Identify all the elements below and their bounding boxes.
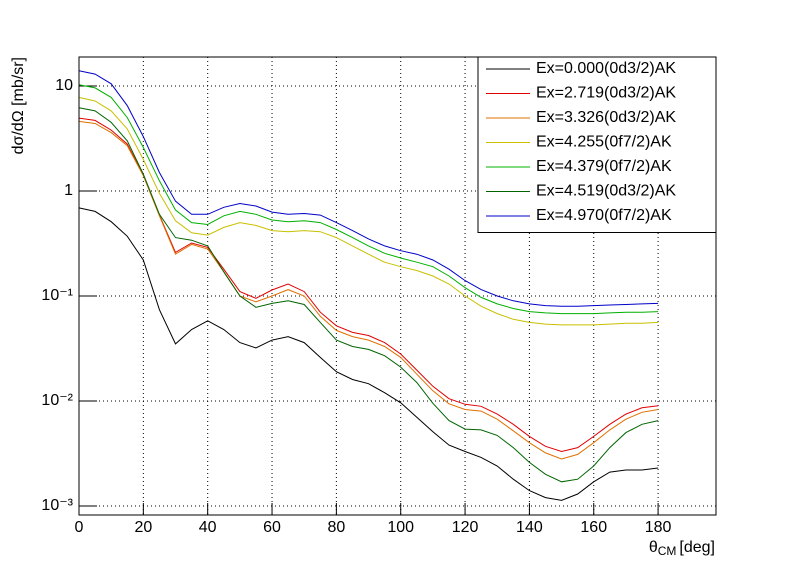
x-tick-label: 160: [580, 519, 607, 536]
series-line: [78, 84, 659, 315]
legend-box: [477, 56, 717, 233]
x-tick-label: 40: [199, 519, 217, 536]
x-tick-label: 0: [75, 519, 84, 536]
x-tick-label: 140: [516, 519, 543, 536]
x-label-subscript: CM: [658, 544, 677, 558]
y-tick-label: 10⁻¹: [41, 287, 73, 304]
legend-label: Ex=0.000(0d3/2)AK: [536, 60, 676, 77]
x-tick-label: 120: [452, 519, 479, 536]
x-tick-label: 60: [263, 519, 281, 536]
x-tick-label: 20: [134, 519, 152, 536]
series-line: [78, 207, 659, 501]
legend-label: Ex=4.255(0f7/2)AK: [536, 134, 672, 151]
legend-label: Ex=3.326(0d3/2)AK: [536, 109, 676, 126]
series-line: [78, 96, 659, 326]
y-axis-label: dσ/dΩ [mb/sr]: [10, 57, 27, 154]
x-axis-label: θCM [deg]: [649, 539, 715, 558]
legend-label: Ex=4.519(0d3/2)AK: [536, 183, 676, 200]
x-tick-label: 80: [327, 519, 345, 536]
y-tick-label: 10⁻²: [41, 392, 73, 409]
y-tick-label: 10: [55, 77, 73, 94]
y-tick-label: 1: [64, 182, 73, 199]
legend-label: Ex=2.719(0d3/2)AK: [536, 85, 676, 102]
x-label-symbol: θ: [649, 539, 658, 556]
x-label-unit: [deg]: [679, 539, 715, 556]
legend-label: Ex=4.379(0f7/2)AK: [536, 158, 672, 175]
series-line: [78, 117, 659, 453]
series-line: [78, 70, 659, 307]
series-line: [78, 120, 659, 460]
series-line: [78, 107, 659, 483]
x-tick-label: 180: [645, 519, 672, 536]
legend-label: Ex=4.970(0f7/2)AK: [536, 207, 672, 224]
plot-frame: [78, 56, 717, 516]
x-tick-label: 100: [387, 519, 414, 536]
y-tick-label: 10⁻³: [41, 497, 73, 514]
